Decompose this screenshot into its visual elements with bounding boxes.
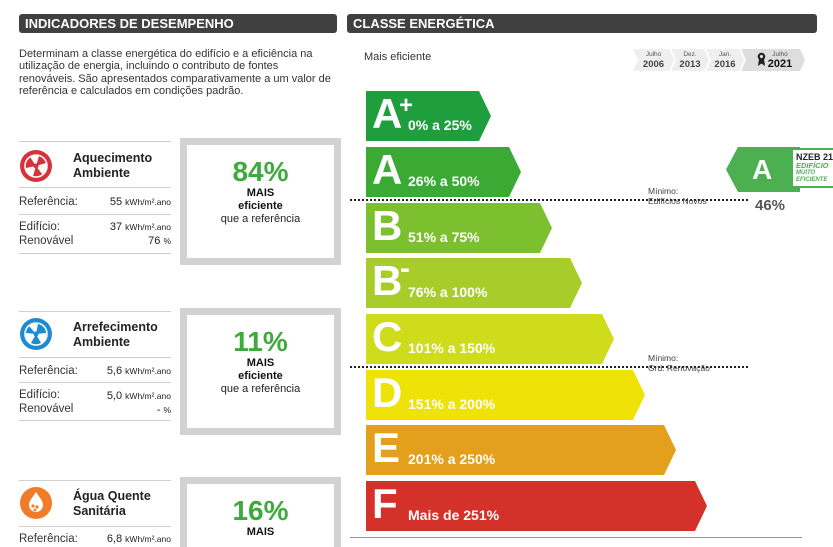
award-icon (757, 52, 766, 67)
energy-class-b: B 51% a 75% (366, 203, 552, 253)
building-value: 37 kWh/m².ano (109, 221, 171, 233)
heating-fan-icon (19, 149, 53, 183)
ref-label: Referência: (19, 365, 78, 377)
regulation-timeline: Julho 2006 Dez. 2013 Jan. 2016 Julho 2021 (633, 49, 808, 71)
performance-box: 84% MAIS eficiente que a referência (180, 138, 341, 265)
nzeb-badge: NZEB 21 EDIFÍCIO MUITO EFICIENTE (791, 148, 833, 188)
energy-class-c: C 101% a 150% (366, 314, 614, 364)
minimum-new-label: Mínimo: Edifícios Novos (648, 186, 707, 206)
current-class-indicator: A (726, 147, 800, 192)
section-header-classe: CLASSE ENERGÉTICA (347, 14, 817, 33)
intro-paragraph: Determinam a classe energética do edifíc… (19, 48, 331, 98)
building-value: 5,0 kWh/m².ano (106, 390, 171, 402)
performance-box: 11% MAIS eficiente que a referência (180, 308, 341, 435)
ref-value: 6,8 kWh/m².ano (106, 533, 171, 545)
date-chip: Julho 2006 (633, 49, 674, 71)
ref-label: Referência: (19, 533, 78, 545)
mais-eficiente-label: Mais eficiente (364, 51, 432, 63)
energy-class-d: D 151% a 200% (366, 370, 645, 420)
indicator-aquecimento: Aquecimento Ambiente Referência: 55 kWh/… (19, 138, 341, 281)
hot-water-drops-icon (19, 486, 53, 520)
renewable-label: Renovável (19, 403, 74, 415)
minimum-new-line (350, 199, 748, 201)
building-label: Edifício: (19, 221, 60, 233)
renewable-value: - % (156, 404, 171, 416)
minimum-renovation-line (350, 366, 748, 368)
date-chip: Jan. 2016 (706, 49, 744, 71)
section-header-indicadores: INDICADORES DE DESEMPENHO (19, 14, 337, 33)
performance-percent: 84% (232, 156, 289, 187)
renewable-label: Renovável (19, 235, 74, 247)
ref-label: Referência: (19, 196, 78, 208)
indicator-title: Aquecimento Ambiente (73, 151, 153, 180)
energy-class-a: A 26% a 50% (366, 147, 521, 197)
building-label: Edifício: (19, 389, 60, 401)
indicator-arrefecimento: Arrefecimento Ambiente Referência: 5,6 k… (19, 308, 341, 451)
current-class-percent: 46% (755, 197, 786, 214)
cooling-fan-icon (19, 317, 53, 351)
divider (350, 537, 802, 538)
indicator-title: Água Quente Sanitária (73, 489, 151, 518)
performance-percent: 16% (232, 495, 289, 526)
energy-class-e: E 201% a 250% (366, 425, 676, 475)
energy-class-a-plus: A + 0% a 25% (366, 91, 491, 141)
energy-class-b-minus: B - 76% a 100% (366, 258, 582, 308)
date-chip: Dez. 2013 (671, 49, 709, 71)
ref-value: 55 kWh/m².ano (109, 196, 171, 208)
ref-value: 5,6 kWh/m².ano (106, 365, 171, 377)
minimum-renovation-label: Mínimo: Grd. Renovação (648, 353, 710, 373)
date-chip-current: Julho 2021 (741, 49, 805, 71)
performance-percent: 11% (233, 326, 288, 357)
renewable-value: 76 % (148, 235, 171, 247)
indicator-title: Arrefecimento Ambiente (73, 320, 158, 349)
indicator-agua-quente: Água Quente Sanitária Referência: 6,8 kW… (19, 477, 341, 547)
energy-class-f: F Mais de 251% (366, 481, 707, 531)
performance-box: 16% MAIS (180, 477, 341, 547)
